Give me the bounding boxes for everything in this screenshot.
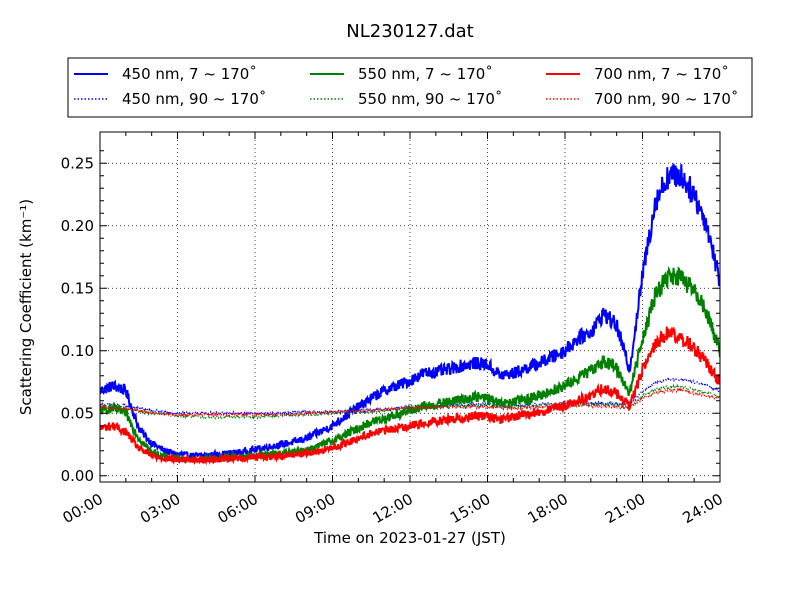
ticks [99, 132, 721, 482]
legend-frame [67, 57, 753, 118]
y-tick-label: 0.05 [61, 404, 94, 422]
y-tick-label: 0.15 [61, 279, 94, 297]
y-tick-label: 0.20 [61, 217, 94, 235]
legend-label: 450 nm, 90 ~ 170˚ [122, 90, 266, 108]
series-line [100, 326, 720, 466]
series-layer [100, 163, 720, 466]
y-tick-label: 0.00 [61, 467, 94, 485]
legend: 450 nm, 7 ~ 170˚ 450 nm, 90 ~ 170˚ 550 nm,… [67, 57, 753, 118]
series-line [100, 376, 720, 417]
legend-label: 700 nm, 90 ~ 170˚ [594, 90, 738, 108]
legend-label: 550 nm, 90 ~ 170˚ [358, 90, 502, 108]
plot-area [99, 131, 721, 483]
legend-label: 450 nm, 7 ~ 170˚ [122, 65, 257, 83]
x-axis-label: Time on 2023-01-27 (JST) [313, 529, 506, 547]
legend-label: 550 nm, 7 ~ 170˚ [358, 65, 493, 83]
y-tick-labels: 0.00 0.05 0.10 0.15 0.20 0.25 [61, 154, 94, 485]
legend-label: 700 nm, 7 ~ 170˚ [594, 65, 729, 83]
y-axis-label: Scattering Coefficient (km⁻¹) [17, 199, 35, 415]
y-tick-label: 0.25 [61, 154, 94, 172]
chart-title: NL230127.dat [346, 21, 473, 42]
y-tick-label: 0.10 [61, 342, 94, 360]
grid [100, 132, 720, 482]
series-line [100, 383, 720, 420]
